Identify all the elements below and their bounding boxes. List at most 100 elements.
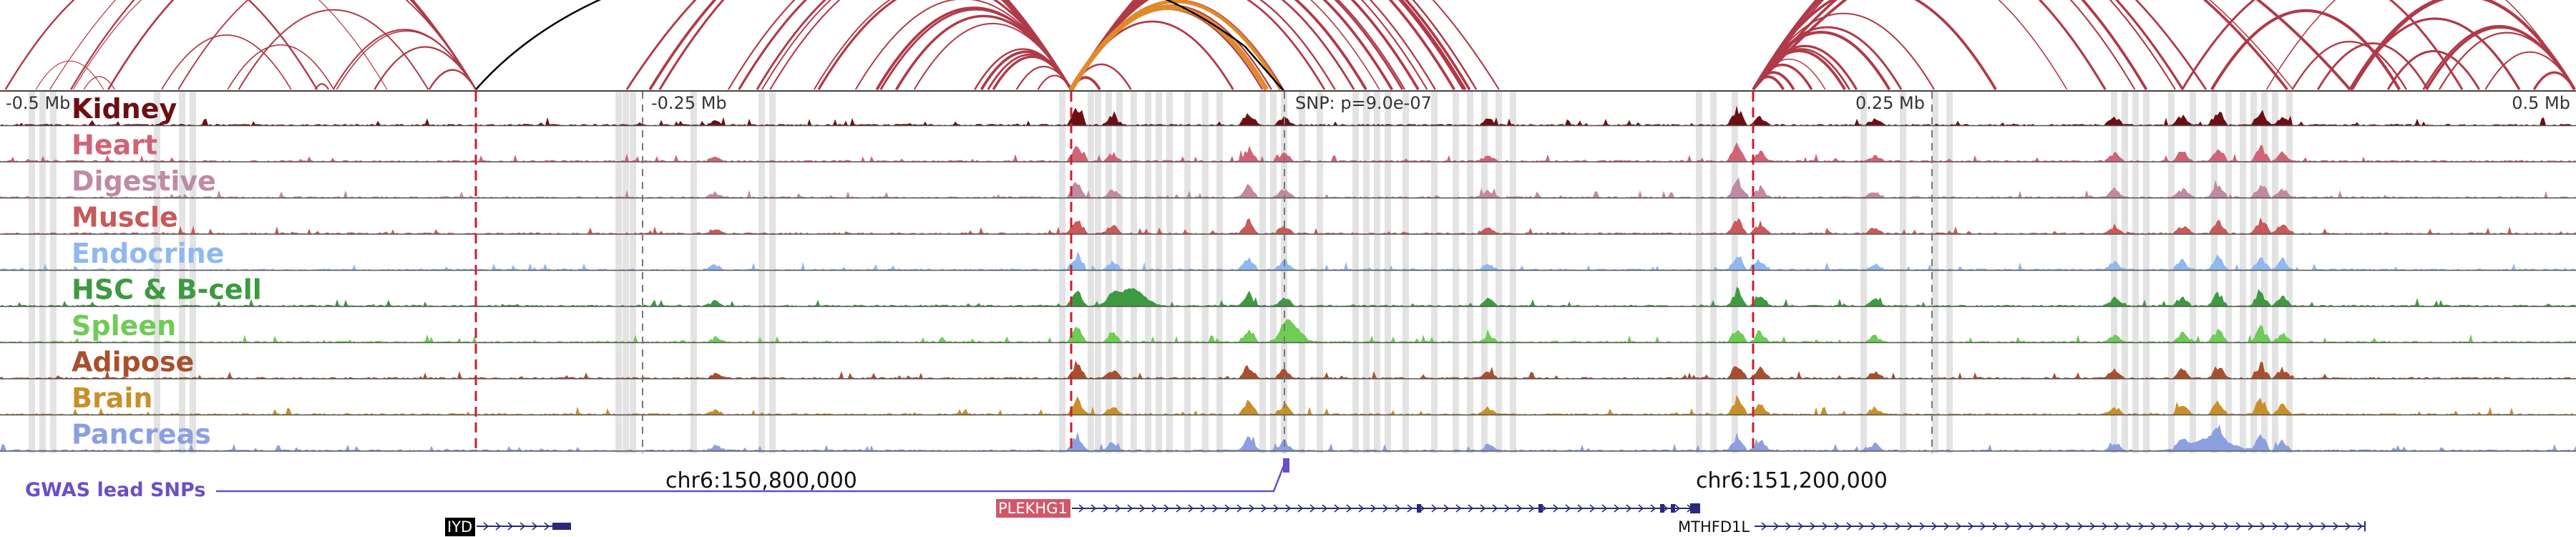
axis-tick-label: 0.5 Mb — [2512, 93, 2570, 113]
peak-shade — [1131, 92, 1137, 453]
strand-arrow — [1883, 522, 1889, 531]
loop-arc — [161, 34, 292, 90]
strand-arrow — [2272, 522, 2278, 531]
strand-arrow — [1810, 522, 1816, 531]
strand-arrow — [1504, 504, 1511, 513]
peak-shade — [1900, 92, 1906, 453]
peak-shade — [1510, 92, 1516, 453]
peak-shade — [1710, 92, 1717, 453]
gene-annotations: IYD PLEKHG1 MTHFD1L — [445, 499, 2366, 536]
strand-arrow — [1163, 504, 1170, 513]
loop-arc — [4, 0, 318, 90]
strand-arrow — [1309, 504, 1316, 513]
loop-arc — [2181, 0, 2464, 90]
loop-arc — [2265, 0, 2575, 90]
strand-arrow — [1127, 504, 1133, 513]
strand-arrow — [2248, 522, 2254, 531]
peak-shade — [1216, 92, 1223, 453]
strand-arrow — [1188, 504, 1194, 513]
strand-arrow — [2333, 522, 2339, 531]
peak-shade — [1095, 92, 1101, 453]
strand-arrow — [1773, 522, 1780, 531]
snp-track-label: GWAS lead SNPs — [25, 479, 205, 501]
peak-shade — [623, 92, 629, 453]
strand-arrow — [2223, 522, 2230, 531]
track-label: Muscle — [72, 202, 178, 233]
loop-arc — [72, 0, 388, 90]
strand-arrow — [1297, 504, 1304, 513]
peak-shade — [1467, 92, 1473, 453]
peak-shade — [190, 92, 196, 453]
peak-shade — [1202, 92, 1209, 453]
loop-arc — [35, 60, 104, 90]
strand-arrow — [1249, 504, 1255, 513]
loop-arc — [1752, 44, 1858, 90]
strand-arrow — [2016, 522, 2023, 531]
strand-arrow — [1431, 504, 1438, 513]
strand-arrow — [1674, 504, 1681, 513]
loop-arc — [1752, 0, 2068, 90]
strand-arrow — [1224, 504, 1231, 513]
loop-arc — [2210, 9, 2401, 91]
strand-arrow — [1614, 504, 1620, 513]
peak-shade — [1860, 92, 1867, 453]
peak-shade — [2111, 92, 2117, 453]
strand-arrow — [532, 522, 538, 531]
loop-arc — [658, 0, 1073, 90]
strand-arrow — [1553, 504, 1559, 513]
strand-arrow — [2065, 522, 2072, 531]
strand-arrow — [2126, 522, 2132, 531]
snp-loop-arc — [1244, 46, 1285, 92]
strand-arrow — [1846, 522, 1853, 531]
strand-arrow — [1285, 504, 1292, 513]
peak-shade — [1166, 92, 1173, 453]
loop-arc — [648, 0, 1073, 90]
axis-tick-label: 0.25 Mb — [1855, 93, 1925, 113]
loop-arc — [813, 0, 1072, 90]
track-hsc-b-cell: HSC & B-cell — [0, 274, 2576, 307]
peak-shade — [179, 92, 185, 453]
strand-arrow — [2041, 522, 2047, 531]
track-signal — [0, 217, 2576, 234]
track-muscle: Muscle — [0, 202, 2576, 235]
peak-shade — [1116, 92, 1123, 453]
peak-shade — [758, 92, 765, 453]
track-label: Digestive — [72, 165, 216, 197]
loop-arc — [1037, 74, 1072, 90]
strand-arrow — [2308, 522, 2315, 531]
strand-arrow — [1346, 504, 1352, 513]
gene-exon — [1660, 504, 1664, 513]
track-signal — [0, 319, 2576, 343]
peak-shade — [2132, 92, 2139, 453]
track-signal — [0, 251, 2576, 271]
gene-label-box — [445, 518, 475, 536]
strand-arrow — [2089, 522, 2096, 531]
peak-shade — [1946, 92, 1953, 453]
signal-tracks: Kidney Heart Digestive Muscle Endocrine HSC &… — [0, 93, 2576, 452]
loop-arc — [177, 0, 477, 90]
peak-shade — [1431, 92, 1438, 453]
track-signal — [0, 142, 2576, 162]
peak-shade — [50, 92, 57, 453]
peak-shade — [1259, 92, 1266, 453]
strand-arrow — [1956, 522, 1962, 531]
gene-mthfd1l: MTHFD1L — [1678, 518, 2366, 536]
strand-arrow — [1103, 504, 1109, 513]
strand-arrow — [1236, 504, 1243, 513]
peak-shade — [2122, 92, 2128, 453]
gene-exon — [1417, 504, 1421, 513]
snp-annotation: SNP: p=9.0e-07 — [1295, 93, 1432, 113]
strand-arrow — [2077, 522, 2084, 531]
loop-arc — [761, 0, 1072, 90]
loop-arc — [374, 46, 477, 90]
gwas-snp-track: GWAS lead SNPs — [25, 458, 1289, 501]
strand-arrow — [2053, 522, 2059, 531]
peak-shade — [1088, 92, 1094, 453]
peak-shade — [1732, 92, 1738, 453]
strand-arrow — [1919, 522, 1926, 531]
loop-arc — [817, 0, 1073, 90]
track-pancreas: Pancreas — [0, 419, 2576, 452]
peak-shade — [1184, 92, 1191, 453]
peak-shade — [630, 92, 636, 453]
